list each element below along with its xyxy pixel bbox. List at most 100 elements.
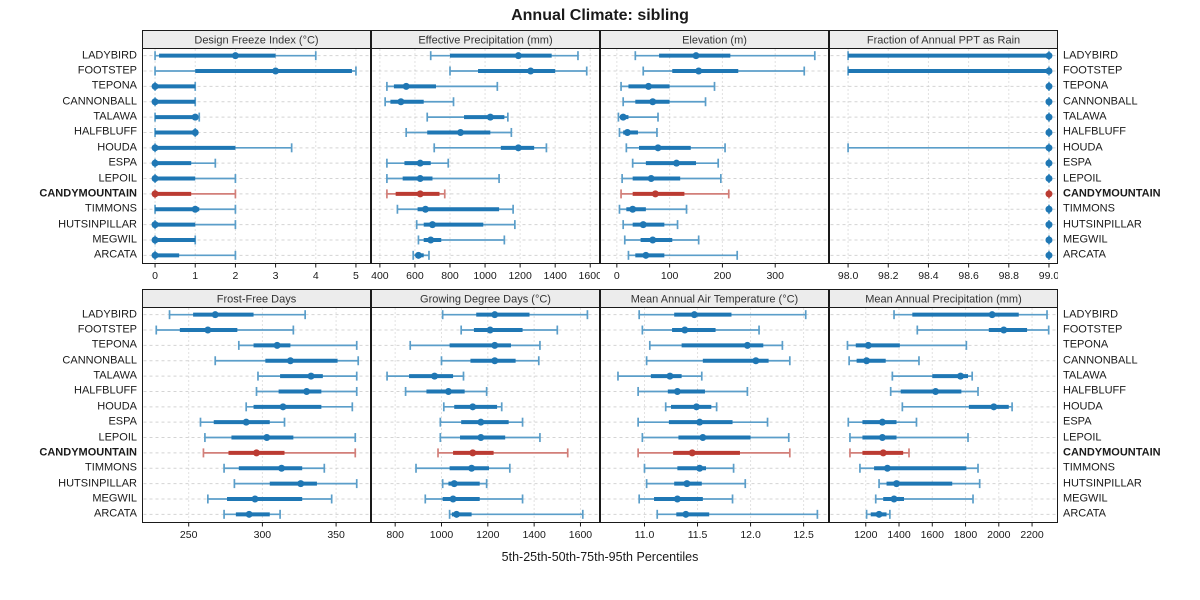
series-espa: [439, 417, 524, 427]
svg-text:5: 5: [353, 270, 359, 282]
series-timmons: [618, 204, 688, 214]
series-timmons: [1045, 204, 1053, 214]
svg-text:1: 1: [192, 270, 198, 282]
series-cannonball: [384, 97, 455, 107]
site-label-megwil: MEGWIL: [1063, 233, 1108, 246]
series-footstep: [449, 66, 588, 76]
site-label-ladybird: LADYBIRD: [1063, 49, 1119, 62]
x-axis-label: 5th-25th-50th-75th-95th Percentiles: [501, 550, 699, 564]
series-cannonball: [440, 356, 540, 366]
series-talawa: [426, 112, 509, 122]
site-label-lepoil: LEPOIL: [98, 431, 137, 444]
svg-text:11.0: 11.0: [635, 529, 655, 541]
series-arcata: [1045, 250, 1053, 260]
series-footstep: [460, 325, 559, 335]
svg-text:1800: 1800: [954, 529, 978, 541]
series-halfbluff: [889, 386, 979, 396]
site-label-espa: ESPA: [108, 415, 137, 428]
series-tepona: [386, 81, 499, 91]
site-label-cannonball: CANNONBALL: [62, 354, 137, 367]
series-arcata: [656, 509, 819, 519]
series-megwil: [151, 235, 197, 245]
series-talawa: [891, 371, 974, 381]
series-megwil: [424, 494, 524, 504]
site-label-hutsinpillar: HUTSINPILLAR: [58, 218, 137, 231]
series-tepona: [151, 81, 197, 91]
site-label-tepona: TEPONA: [91, 338, 137, 351]
series-ladybird: [154, 51, 317, 61]
series-talawa: [257, 371, 358, 381]
series-talawa: [617, 371, 703, 381]
series-lepoil: [151, 174, 237, 184]
series-tepona: [648, 340, 784, 350]
series-ladybird: [847, 51, 1053, 61]
series-lepoil: [849, 433, 969, 443]
site-label-talawa: TALAWA: [1063, 369, 1107, 382]
site-label-ladybird: LADYBIRD: [1063, 308, 1119, 321]
svg-text:Fraction of Annual PPT as Rain: Fraction of Annual PPT as Rain: [867, 35, 1020, 47]
series-ladybird: [634, 51, 816, 61]
site-label-candymountain: CANDYMOUNTAIN: [1063, 446, 1161, 459]
svg-text:800: 800: [441, 270, 459, 282]
site-label-tepona: TEPONA: [1063, 79, 1109, 92]
series-cannonball: [214, 356, 360, 366]
svg-text:1000: 1000: [430, 529, 454, 541]
series-timmons: [154, 204, 237, 214]
site-label-houda: HOUDA: [97, 400, 137, 413]
series-cannonball: [1045, 97, 1053, 107]
site-label-cannonball: CANNONBALL: [1063, 95, 1138, 108]
series-lepoil: [386, 174, 500, 184]
svg-text:98.2: 98.2: [878, 270, 899, 282]
svg-text:1600: 1600: [569, 529, 593, 541]
site-label-ladybird: LADYBIRD: [81, 49, 137, 62]
series-arcata: [151, 250, 237, 260]
series-talawa: [617, 112, 659, 122]
series-candymountain: [386, 189, 446, 199]
site-label-lepoil: LEPOIL: [1063, 431, 1102, 444]
panel-growing-degree-days-c: Growing Degree Days (°C) 800 1000 1200 1400 1…: [371, 289, 600, 541]
series-candymountain: [637, 448, 791, 458]
panel-frost-free-days: Frost-Free Days 250 300 350: [142, 289, 371, 541]
svg-text:100: 100: [661, 270, 679, 282]
series-halfbluff: [404, 386, 488, 396]
site-label-houda: HOUDA: [1063, 400, 1103, 413]
trellis-chart: LADYBIRD FOOTSTEP TEPONA CANNONBALL TALAWA HA…: [0, 30, 1200, 544]
svg-text:Design Freeze Index (°C): Design Freeze Index (°C): [194, 35, 318, 47]
series-tepona: [237, 340, 358, 350]
series-hutsinpillar: [622, 220, 679, 230]
series-halfbluff: [405, 127, 513, 137]
series-talawa: [1045, 112, 1053, 122]
site-label-espa: ESPA: [1063, 156, 1092, 169]
series-megwil: [207, 494, 333, 504]
series-hutsinpillar: [1045, 220, 1053, 230]
svg-text:1200: 1200: [508, 270, 532, 282]
svg-text:98.8: 98.8: [999, 270, 1020, 282]
series-cannonball: [622, 97, 707, 107]
series-houda: [442, 402, 503, 412]
svg-text:400: 400: [371, 270, 389, 282]
series-footstep: [155, 325, 295, 335]
svg-text:98.0: 98.0: [838, 270, 859, 282]
series-timmons: [415, 463, 511, 473]
site-label-tepona: TEPONA: [91, 79, 137, 92]
site-label-halfbluff: HALFBLUFF: [1063, 384, 1126, 397]
site-label-espa: ESPA: [1063, 415, 1092, 428]
series-houda: [901, 402, 1013, 412]
site-label-cannonball: CANNONBALL: [1063, 354, 1138, 367]
svg-text:Frost-Free Days: Frost-Free Days: [217, 294, 297, 306]
panel-mean-annual-precipitation-mm: Mean Annual Precipitation (mm) 1200 1400 16…: [829, 289, 1058, 541]
series-timmons: [643, 463, 735, 473]
site-label-timmons: TIMMONS: [1063, 202, 1115, 215]
series-candymountain: [202, 448, 357, 458]
svg-text:600: 600: [406, 270, 424, 282]
site-label-hutsinpillar: HUTSINPILLAR: [58, 477, 137, 490]
svg-text:800: 800: [386, 529, 404, 541]
series-halfbluff: [154, 127, 199, 137]
series-ladybird: [429, 51, 579, 61]
svg-text:12.0: 12.0: [740, 529, 761, 541]
svg-text:99.0: 99.0: [1039, 270, 1058, 282]
svg-text:0: 0: [152, 270, 158, 282]
site-label-talawa: TALAWA: [93, 110, 137, 123]
site-label-ladybird: LADYBIRD: [81, 308, 137, 321]
series-timmons: [223, 463, 326, 473]
